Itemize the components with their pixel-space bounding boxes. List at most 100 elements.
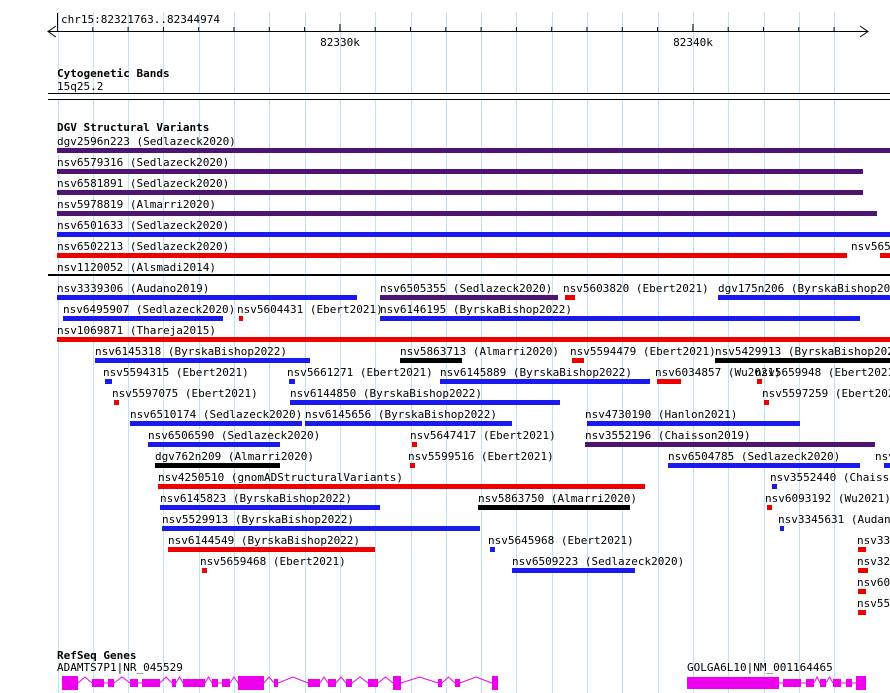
variant-bar[interactable] (239, 316, 243, 321)
variant-bar[interactable] (572, 358, 584, 363)
exon-block (820, 679, 826, 687)
gridline (657, 12, 659, 693)
intron-line (400, 676, 439, 684)
variant-bar[interactable] (400, 358, 462, 363)
exon-block (142, 679, 160, 687)
exon-block (238, 676, 264, 690)
variant-label: nsv6579316 (Sedlazeck2020) (57, 156, 230, 169)
variant-bar[interactable] (57, 211, 877, 216)
gridline (728, 12, 730, 693)
variant-bar[interactable] (380, 316, 860, 321)
intron-line (159, 676, 173, 684)
variant-bar[interactable] (884, 463, 890, 468)
variant-label: nsv5604431 (Ebert2021) (237, 303, 383, 316)
variant-bar[interactable] (57, 253, 847, 258)
variant-bar[interactable] (148, 442, 280, 447)
variant-bar[interactable] (858, 589, 866, 594)
variant-bar[interactable] (289, 379, 295, 384)
variant-bar[interactable] (160, 505, 380, 510)
variant-bar[interactable] (57, 169, 863, 174)
variant-bar[interactable] (512, 568, 635, 573)
intron-line (277, 676, 309, 684)
variant-bar[interactable] (57, 232, 890, 237)
gridline (304, 12, 306, 693)
variant-bar[interactable] (490, 547, 495, 552)
variant-label: nsv6144549 (ByrskaBishop2022) (168, 534, 361, 547)
variant-bar[interactable] (858, 547, 866, 552)
variant-bar[interactable] (380, 295, 558, 300)
intron-line (204, 676, 213, 684)
variant-label: nsv6505355 (Sedlazeck2020) (380, 282, 553, 295)
variant-bar[interactable] (585, 442, 875, 447)
exon-block (393, 676, 401, 690)
variant-label: nsv5659468 (Ebert2021) (200, 555, 346, 568)
variant-bar[interactable] (767, 505, 772, 510)
variant-bar[interactable] (202, 568, 207, 573)
variant-label: nsv6506590 (Sedlazeck2020) (148, 429, 321, 442)
variant-bar[interactable] (440, 379, 650, 384)
intron-line (113, 676, 131, 684)
exon-block (130, 679, 138, 687)
variant-bar[interactable] (162, 526, 480, 531)
variant-bar[interactable] (57, 295, 357, 300)
variant-bar[interactable] (715, 358, 890, 363)
variant-label: nsv55 (857, 597, 890, 610)
variant-label: nsv6510174 (Sedlazeck2020) (130, 408, 303, 421)
variant-bar[interactable] (63, 316, 223, 321)
variant-bar[interactable] (57, 337, 890, 342)
variant-label: nsv33 (857, 534, 890, 547)
variant-bar[interactable] (48, 274, 890, 276)
variant-bar[interactable] (290, 400, 560, 405)
variant-bar[interactable] (668, 463, 860, 468)
variant-bar[interactable] (168, 547, 375, 552)
variant-bar[interactable] (305, 421, 512, 426)
exon-block (183, 679, 205, 687)
exon-block (274, 679, 278, 687)
variant-bar[interactable] (764, 400, 769, 405)
variant-bar[interactable] (114, 400, 119, 405)
intron-line (441, 676, 456, 684)
variant-label: nsv5429913 (ByrskaBishop2022) (715, 345, 890, 358)
variant-bar[interactable] (880, 253, 890, 258)
variant-bar[interactable] (780, 526, 784, 531)
variant-bar[interactable] (410, 463, 415, 468)
coordinate-ruler[interactable]: 82330k 82340k (0, 0, 890, 50)
variant-label: nsv5529913 (ByrskaBishop2022) (162, 513, 355, 526)
variant-label: nsv5661271 (Ebert2021) (287, 366, 433, 379)
exon-block (328, 679, 336, 687)
variant-label: nsv6034857 (Wu2021) (655, 366, 781, 379)
variant-bar[interactable] (565, 295, 575, 300)
variant-bar[interactable] (130, 421, 302, 426)
variant-bar[interactable] (57, 190, 863, 195)
cytoband-label: 15q25.2 (57, 80, 104, 93)
variant-bar[interactable] (412, 442, 417, 447)
gene-glyph[interactable] (687, 675, 866, 690)
intron-line (813, 675, 821, 684)
variant-bar[interactable] (95, 358, 310, 363)
exon-block (108, 679, 114, 687)
variant-bar[interactable] (718, 295, 890, 300)
variant-label: nsv3345631 (Audano2019) (778, 513, 890, 526)
variant-bar[interactable] (657, 379, 681, 384)
variant-label: nsv5863750 (Almarri2020) (478, 492, 637, 505)
variant-bar[interactable] (757, 379, 762, 384)
exon-block (92, 679, 104, 687)
variant-bar[interactable] (858, 610, 866, 615)
variant-bar[interactable] (858, 568, 868, 573)
gridline (92, 12, 94, 693)
variant-bar[interactable] (587, 421, 800, 426)
variant-label: nsv5597259 (Ebert2021) (762, 387, 890, 400)
variant-bar[interactable] (158, 484, 645, 489)
variant-bar[interactable] (155, 463, 280, 468)
variant-bar[interactable] (772, 484, 777, 489)
variant-bar[interactable] (105, 379, 112, 384)
refseq-genes-track[interactable] (0, 670, 890, 693)
intron-line (319, 676, 329, 684)
variant-label: nsv6145318 (ByrskaBishop2022) (95, 345, 288, 358)
variant-bar[interactable] (478, 505, 630, 510)
variant-bar[interactable] (57, 148, 890, 153)
position-cursor (57, 13, 58, 29)
variant-label: nsv5594315 (Ebert2021) (103, 366, 249, 379)
gene-glyph[interactable] (62, 676, 498, 690)
